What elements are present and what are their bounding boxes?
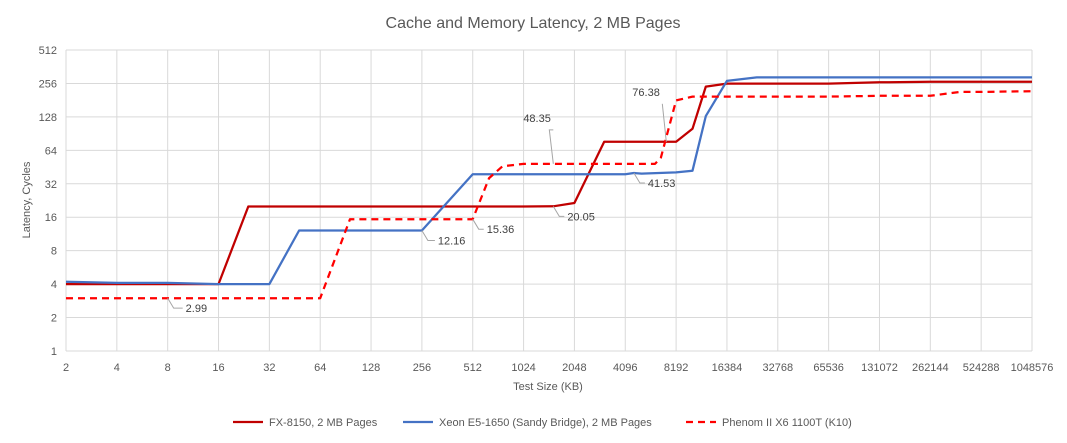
x-tick-label: 8192 (664, 362, 688, 374)
grid-layer (65, 49, 1033, 352)
chart-title: Cache and Memory Latency, 2 MB Pages (386, 15, 681, 32)
y-tick-label: 128 (39, 112, 57, 124)
y-tick-label: 2 (51, 313, 57, 325)
data-label-text: 12.16 (438, 235, 466, 247)
leader-line (421, 230, 435, 241)
y-tick-label: 8 (51, 246, 57, 258)
x-tick-label: 256 (413, 362, 431, 374)
data-label-text: 48.35 (523, 113, 551, 125)
x-tick-label: 16384 (712, 362, 743, 374)
y-axis-title: Latency, Cycles (21, 161, 33, 238)
data-label: 20.05 (552, 206, 595, 223)
y-tick-label: 16 (45, 212, 57, 224)
x-tick-label: 32 (263, 362, 275, 374)
leader-line (661, 103, 667, 142)
x-tick-label: 65536 (813, 362, 844, 374)
x-tick-label: 524288 (963, 362, 1000, 374)
x-tick-label: 2048 (562, 362, 586, 374)
series-line-2 (65, 76, 1032, 286)
legend-item: Phenom II X6 1100T (K10) (686, 417, 852, 429)
data-label: 41.53 (633, 172, 676, 190)
series-layer (65, 76, 1033, 300)
data-label: 2.99 (167, 297, 207, 315)
legend-item: Xeon E5-1650 (Sandy Bridge), 2 MB Pages (403, 417, 652, 429)
series-line-1 (66, 80, 1032, 286)
legend-label: Phenom II X6 1100T (K10) (722, 417, 852, 429)
x-tick-label: 16 (212, 362, 224, 374)
leader-line (548, 129, 554, 164)
leader-line (552, 206, 565, 217)
y-tick-label: 1 (51, 346, 57, 358)
data-label-text: 41.53 (648, 178, 676, 190)
x-tick-label: 1048576 (1011, 362, 1054, 374)
y-tick-label: 32 (45, 179, 57, 191)
x-tick-label: 4096 (613, 362, 637, 374)
legend: FX-8150, 2 MB Pages Xeon E5-1650 (Sandy B… (233, 417, 852, 429)
x-tick-label: 262144 (912, 362, 949, 374)
x-tick-label: 2 (63, 362, 69, 374)
x-axis-title: Test Size (KB) (513, 381, 583, 393)
x-tick-label: 4 (114, 362, 120, 374)
leader-line (633, 172, 645, 184)
legend-item: FX-8150, 2 MB Pages (233, 417, 378, 429)
x-tick-label: 131072 (861, 362, 898, 374)
data-label: 48.35 (523, 113, 554, 164)
data-labels: 2.99 12.16 15.36 20.05 48.35 41.53 76.38 (167, 87, 676, 315)
data-label: 12.16 (421, 230, 466, 247)
y-tick-label: 64 (45, 145, 57, 157)
series-line-3 (66, 90, 1033, 300)
x-tick-label: 1024 (511, 362, 535, 374)
data-label: 76.38 (632, 87, 667, 142)
data-label-text: 2.99 (186, 303, 207, 315)
leader-line (167, 297, 183, 309)
x-tick-label: 512 (464, 362, 482, 374)
data-label-text: 76.38 (632, 87, 660, 99)
x-tick-label: 128 (362, 362, 380, 374)
data-label: 15.36 (472, 218, 515, 236)
legend-label: Xeon E5-1650 (Sandy Bridge), 2 MB Pages (439, 417, 652, 429)
y-tick-label: 4 (51, 279, 57, 291)
legend-label: FX-8150, 2 MB Pages (269, 417, 378, 429)
data-label-text: 20.05 (567, 211, 595, 223)
x-tick-label: 8 (165, 362, 171, 374)
data-label-text: 15.36 (487, 224, 515, 236)
y-tick-label: 256 (39, 78, 57, 90)
y-tick-label: 512 (39, 45, 57, 57)
x-tick-label: 64 (314, 362, 326, 374)
x-tick-label: 32768 (762, 362, 793, 374)
leader-line (472, 218, 484, 230)
